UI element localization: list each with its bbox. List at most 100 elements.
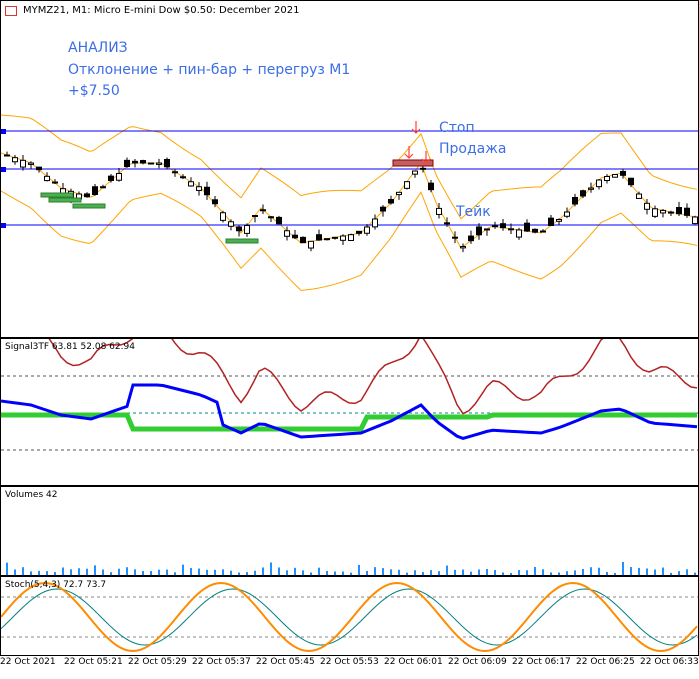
volume-bar <box>302 570 304 575</box>
candle-body <box>596 179 602 188</box>
candle-body <box>444 222 450 225</box>
volume-bar <box>566 571 568 575</box>
time-tick: 22 Oct 06:25 <box>576 657 635 667</box>
volumes-panel[interactable]: Volumes 42 <box>0 486 699 576</box>
volume-bar <box>526 570 528 575</box>
annotation-title: АНАЛИЗ <box>68 40 128 56</box>
volumes-label: Volumes 42 <box>5 490 58 500</box>
level-marker-1 <box>1 167 6 172</box>
volume-bar <box>270 562 272 575</box>
volume-bar <box>614 572 616 575</box>
volume-bar <box>102 569 104 575</box>
lower-band <box>1 190 698 291</box>
candle-body <box>52 181 58 184</box>
candle-body <box>676 207 682 215</box>
pinbar-zone <box>225 238 259 244</box>
candle-body <box>212 199 218 205</box>
volume-bar <box>438 571 440 575</box>
volume-bar <box>630 567 632 575</box>
list-icon[interactable] <box>5 6 17 16</box>
sell-arrow-icon <box>411 121 421 134</box>
candle-body <box>180 176 186 179</box>
candle-body <box>164 158 170 168</box>
volume-bar <box>110 572 112 575</box>
time-tick: 22 Oct 2021 <box>0 657 56 667</box>
main-chart-panel[interactable]: MYMZ21, M1: Micro E-mini Dow $0.50: Dece… <box>0 0 699 338</box>
signal3tf-panel[interactable]: Signal3TF 63.81 52.08 62.94 <box>0 338 699 486</box>
candle-body <box>356 230 362 234</box>
volume-bar <box>262 567 264 575</box>
volume-bar <box>30 571 32 575</box>
volume-bar <box>542 569 544 575</box>
volume-bar <box>22 567 24 575</box>
candle-body <box>396 191 402 196</box>
volume-bar <box>246 572 248 575</box>
candle-body <box>692 216 698 225</box>
pinbar-zone <box>48 197 82 203</box>
candle-body <box>388 199 394 204</box>
volume-bar <box>134 569 136 575</box>
candle-body <box>660 209 666 214</box>
volume-bar <box>350 572 352 575</box>
candle-body <box>324 238 330 241</box>
candle-body <box>548 217 554 226</box>
candle-body <box>36 166 42 171</box>
volume-bar <box>478 569 480 575</box>
candle-body <box>188 181 194 187</box>
volume-bar <box>446 565 448 575</box>
volume-bar <box>534 566 536 575</box>
candle-body <box>236 226 242 232</box>
candle-body <box>100 186 106 189</box>
volume-bar <box>558 572 560 575</box>
candle-body <box>220 212 226 221</box>
volume-bar <box>166 569 168 575</box>
level-marker-2 <box>1 223 6 228</box>
volume-bar <box>654 569 656 575</box>
candle-body <box>340 235 346 241</box>
candle-body <box>524 222 530 232</box>
candle-body <box>132 160 138 164</box>
candle-body <box>124 159 130 167</box>
candle-body <box>604 176 610 181</box>
volume-bar <box>454 569 456 575</box>
candle-body <box>668 211 674 214</box>
candle-body <box>588 187 594 190</box>
candle-body <box>532 228 538 233</box>
time-tick: 22 Oct 06:33 <box>640 657 699 667</box>
time-tick: 22 Oct 05:37 <box>192 657 251 667</box>
volume-bar <box>422 572 424 575</box>
volume-bar <box>126 567 128 575</box>
volume-bar <box>238 572 240 575</box>
middle-band <box>1 152 698 249</box>
candle-body <box>404 181 410 189</box>
candle-body <box>12 157 18 163</box>
time-tick: 22 Oct 06:09 <box>448 657 507 667</box>
volume-bar <box>382 568 384 575</box>
volume-bar <box>46 571 48 575</box>
stochastic-label: Stoch(5,4,3) 72.7 73.7 <box>5 580 107 590</box>
candle-body <box>228 221 234 227</box>
signal-blue-line <box>1 383 698 440</box>
stochastic-panel[interactable]: Stoch(5,4,3) 72.7 73.7 <box>0 576 699 656</box>
candle-body <box>148 162 154 165</box>
volume-bar <box>694 572 696 575</box>
volume-bar <box>646 568 648 575</box>
candle-body <box>412 170 418 175</box>
volume-bar <box>662 567 664 575</box>
volume-bar <box>462 569 464 575</box>
candle-body <box>540 230 546 233</box>
volume-bar <box>222 569 224 575</box>
candle-body <box>284 230 290 237</box>
annotation-strategy: Отклонение + пин-бар + перегруз M1 <box>68 62 351 78</box>
time-tick: 22 Oct 06:17 <box>512 657 571 667</box>
time-tick: 22 Oct 05:45 <box>256 657 315 667</box>
candle-body <box>332 236 338 239</box>
candle-body <box>140 160 146 164</box>
volume-bar <box>230 570 232 575</box>
volume-bar <box>278 567 280 575</box>
volume-bar <box>390 569 392 575</box>
candle-body <box>684 207 690 216</box>
volume-bar <box>494 570 496 575</box>
volume-bar <box>486 569 488 575</box>
